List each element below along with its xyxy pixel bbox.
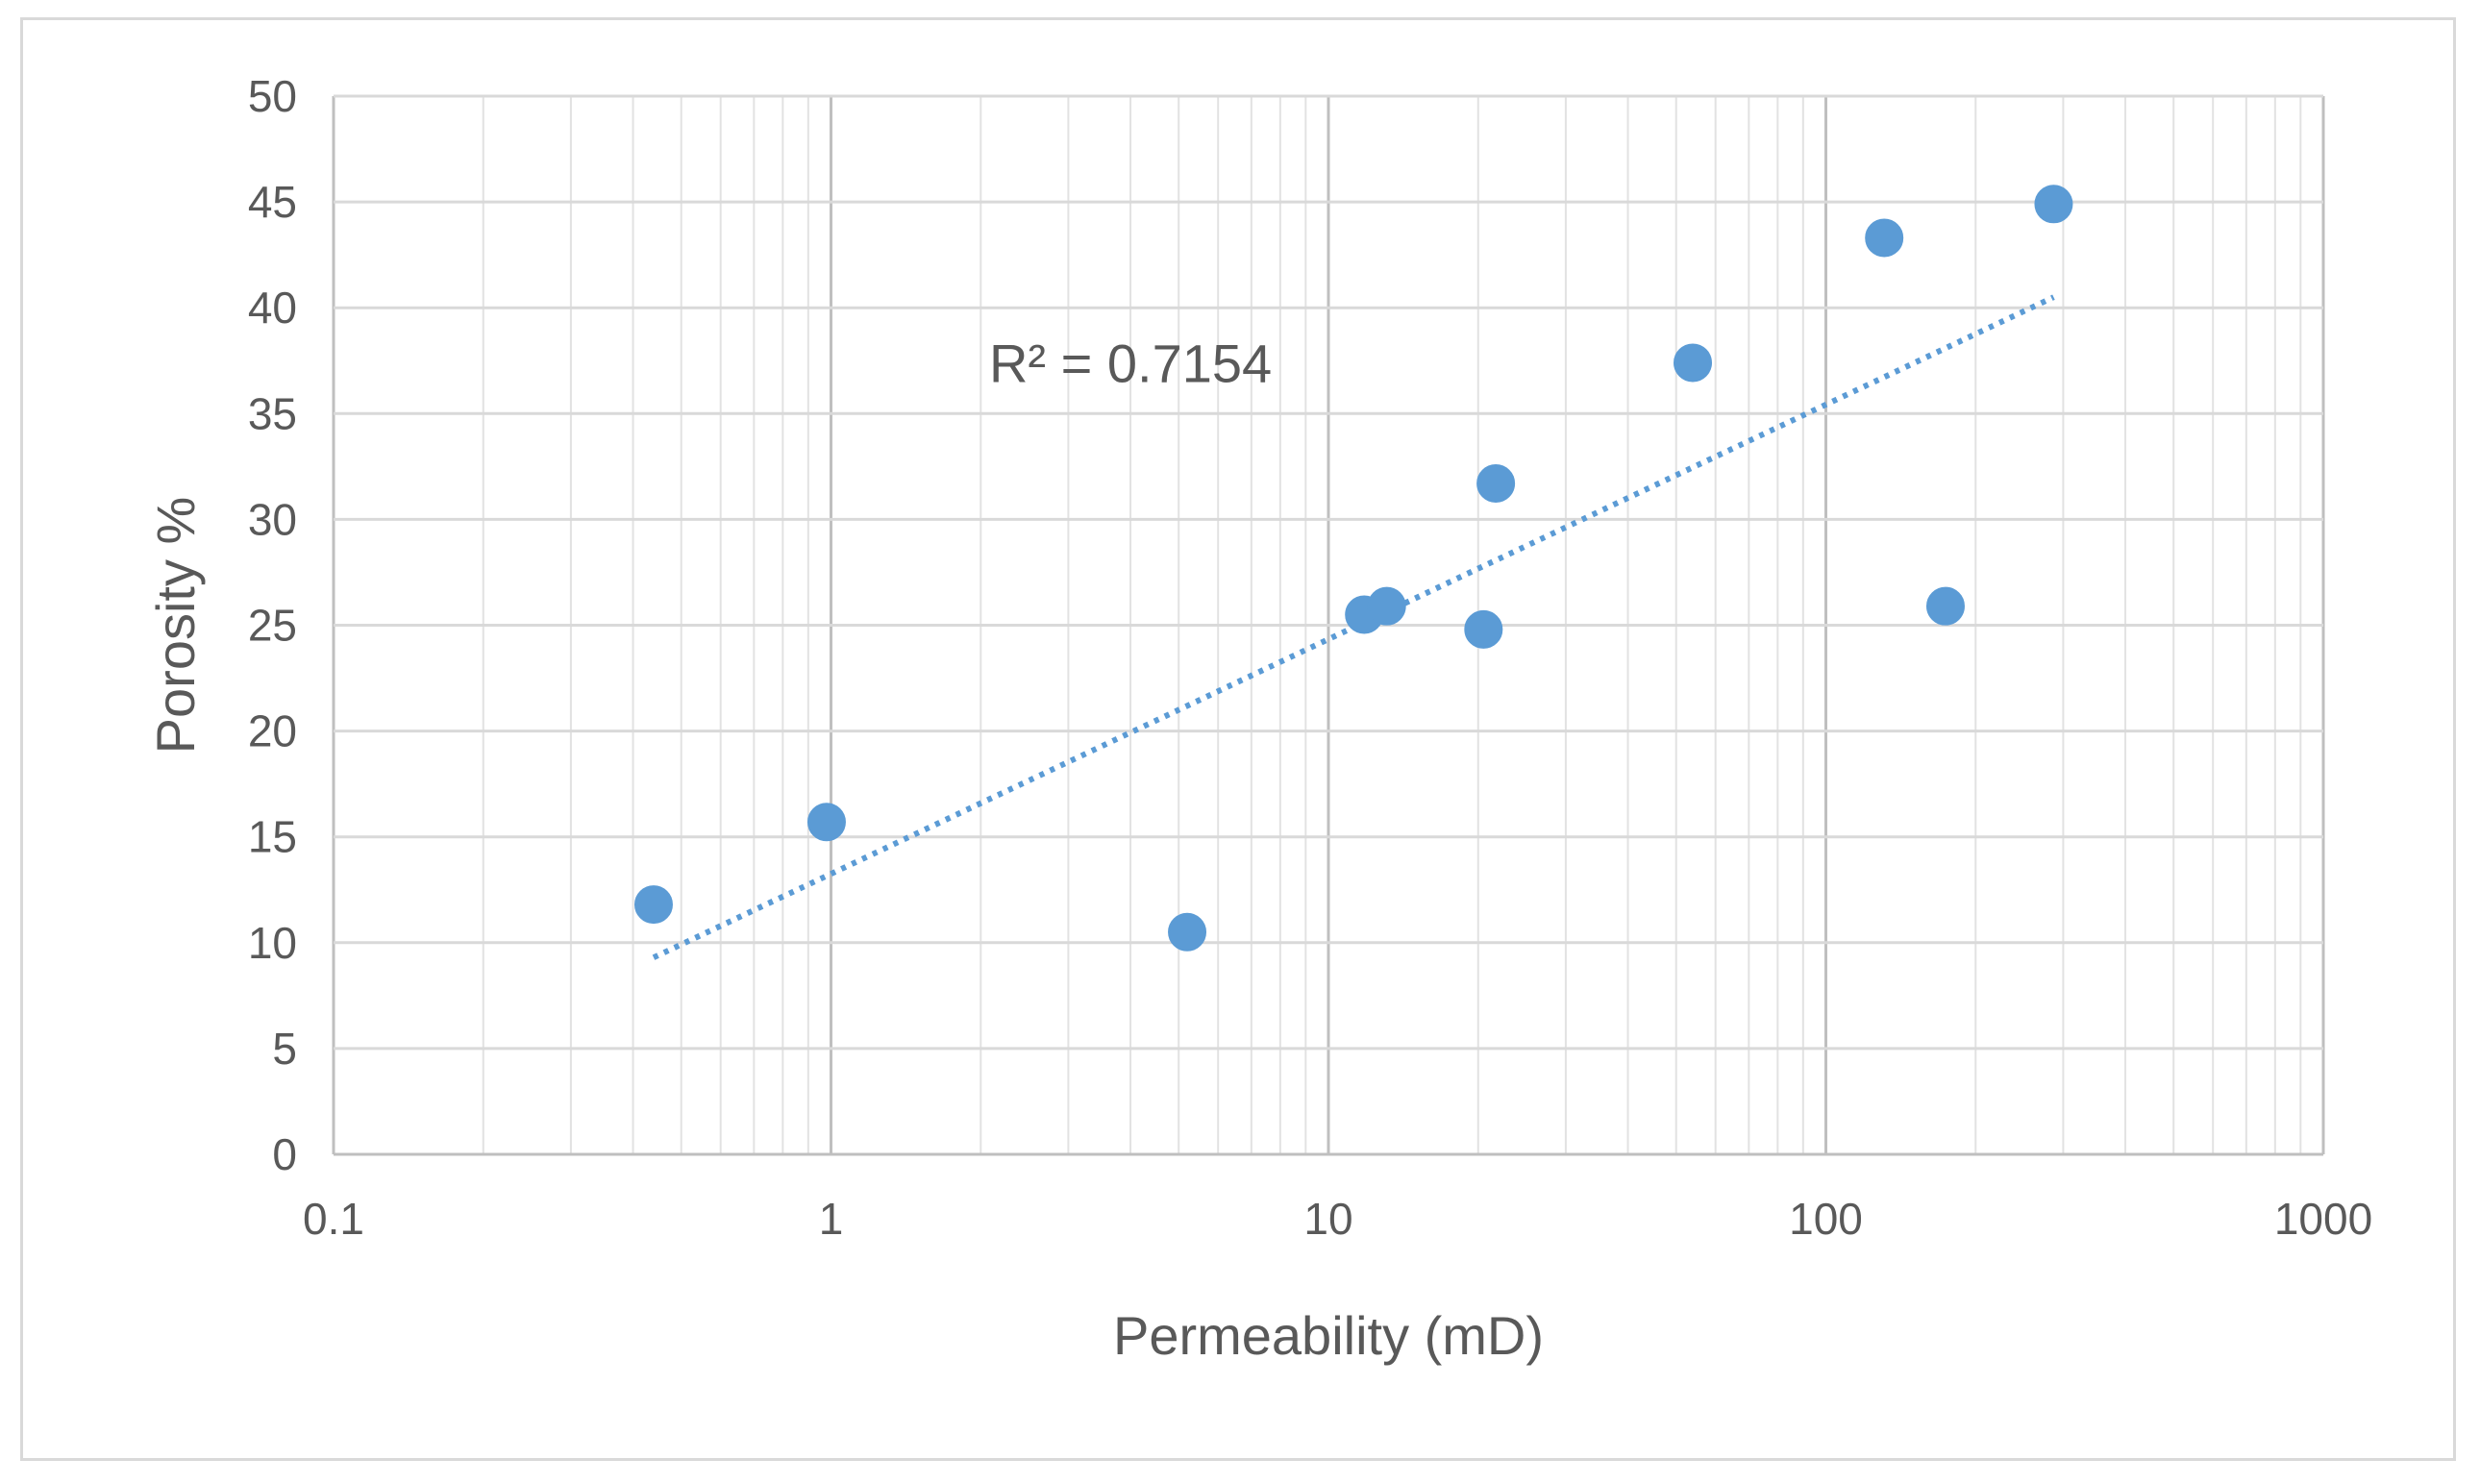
chart-frame: 0.1 1 10 100 1000 0 5 10 15 20 25 30 35 40 45 50 R² = …	[20, 17, 2456, 1461]
data-point	[1367, 586, 1406, 626]
scatter-chart: 0.1 1 10 100 1000 0 5 10 15 20 25 30 35 40 45 50 R² = …	[145, 71, 2372, 1366]
x-axis-title: Permeability (mD)	[1113, 1305, 1544, 1366]
data-point	[1925, 586, 1965, 626]
x-tick-label: 0.1	[303, 1194, 364, 1244]
y-tick-label: 30	[248, 494, 297, 544]
r-squared-annotation: R² = 0.7154	[989, 333, 1272, 393]
y-tick-label: 45	[248, 177, 297, 227]
x-tick-label: 10	[1303, 1194, 1352, 1244]
y-tick-label: 50	[248, 71, 297, 121]
y-tick-label: 0	[272, 1129, 297, 1179]
y-tick-label: 25	[248, 601, 297, 651]
y-tick-label: 15	[248, 812, 297, 862]
y-tick-label: 35	[248, 388, 297, 438]
data-point	[1476, 463, 1516, 503]
x-axis-ticks: 0.1 1 10 100 1000	[303, 1194, 2372, 1244]
data-point	[1464, 609, 1503, 649]
data-point	[2034, 185, 2073, 224]
major-gridlines	[332, 94, 2325, 1156]
data-point	[1674, 343, 1713, 383]
y-tick-label: 40	[248, 283, 297, 333]
data-point	[633, 885, 673, 925]
x-tick-label: 100	[1789, 1194, 1863, 1244]
y-axis-title: Porosity %	[145, 497, 206, 754]
y-tick-label: 20	[248, 706, 297, 756]
data-point	[1865, 218, 1904, 258]
x-tick-label: 1000	[2274, 1194, 2372, 1244]
x-tick-label: 1	[819, 1194, 844, 1244]
data-points	[633, 185, 2073, 952]
data-point	[1168, 912, 1207, 952]
y-tick-label: 5	[272, 1024, 297, 1074]
data-point	[806, 803, 846, 842]
y-axis-ticks: 0 5 10 15 20 25 30 35 40 45 50	[248, 71, 297, 1179]
y-tick-label: 10	[248, 918, 297, 968]
